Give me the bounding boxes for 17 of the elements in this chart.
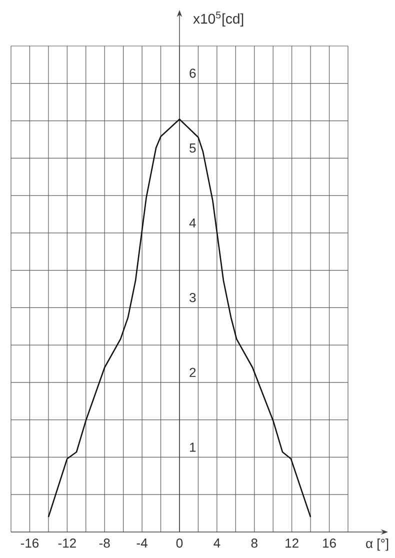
x-tick-label: 16: [323, 538, 336, 548]
x-tick-label: -16: [20, 538, 39, 548]
x-tick-label: -12: [58, 538, 76, 548]
y-tick-label: 5: [190, 144, 196, 153]
y-axis-title: x10$^{5}$[cd]: [193, 12, 244, 26]
x-tick-label: 12: [286, 538, 298, 548]
y-tick-label: 1: [190, 442, 196, 452]
y-tick-label: 3: [190, 292, 196, 302]
x-tick-label: 8: [251, 538, 258, 548]
x-axis-title: α [°]: [366, 538, 388, 551]
x-tick-label: 0: [176, 538, 183, 548]
x-tick-label: -4: [136, 538, 148, 548]
x-tick-label: 4: [214, 538, 220, 548]
y-tick-label: 2: [190, 368, 196, 377]
x-tick-label: -8: [99, 538, 110, 548]
y-tick-label: 4: [189, 218, 196, 228]
y-tick-label: 6: [190, 68, 196, 78]
